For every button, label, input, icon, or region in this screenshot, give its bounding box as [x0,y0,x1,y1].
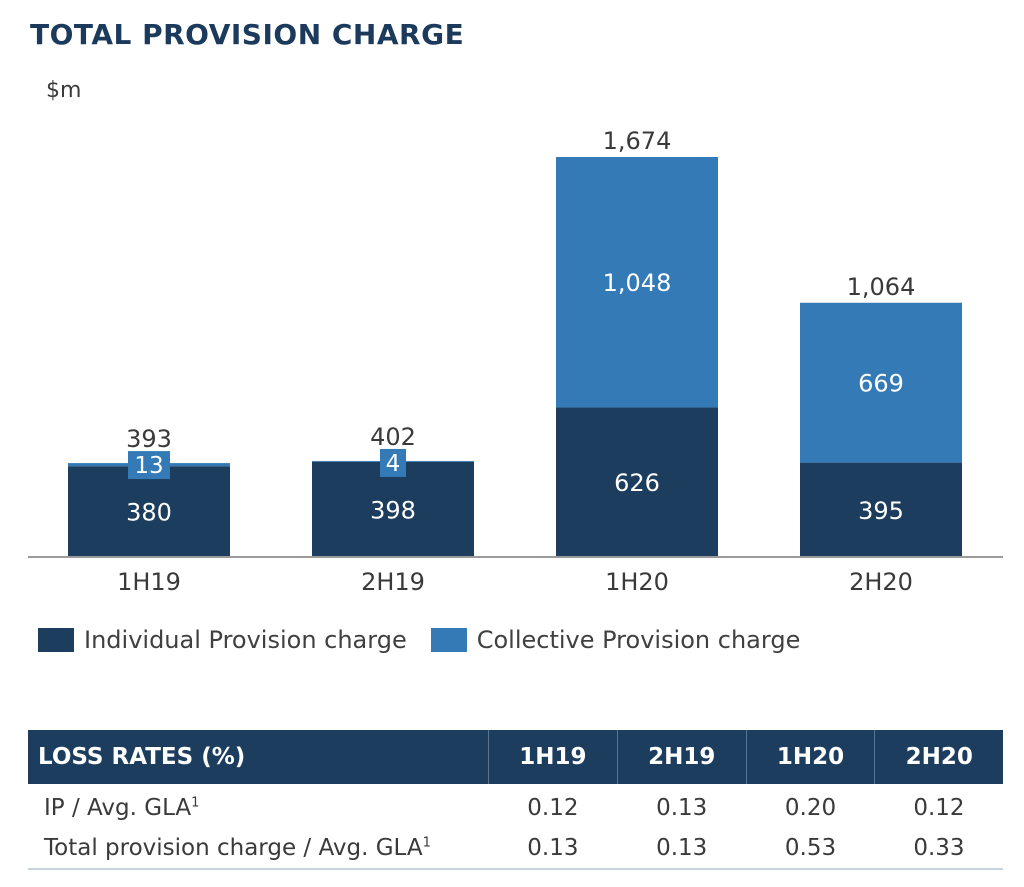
table-cell: 0.12 [913,795,965,821]
bar-label-bg-1h19 [128,451,170,480]
table-header-2h19: 2H19 [617,730,747,784]
bar-label-bg-2h19 [380,448,406,477]
x-tick-label-1h20: 1H20 [605,568,669,596]
bar-label-collective-2h20: 669 [858,370,904,398]
table-row: IP / Avg. GLA1 0.12 0.13 0.20 0.12 [28,784,1003,828]
row-label: IP / Avg. GLA1 [44,795,200,821]
bar-label-individual-1h19: 380 [126,499,172,527]
loss-rates-table: LOSS RATES (%) 1H19 2H19 1H20 2H20 IP / … [28,730,1003,870]
table-cell: 0.20 [784,795,837,821]
legend: Individual Provision charge Collective P… [38,626,824,654]
table-header-2h20: 2H20 [874,730,1003,784]
bar-label-collective-1h20: 1,048 [603,269,672,297]
x-tick-label-1h19: 1H19 [117,568,181,596]
bar-label-individual-1h20: 626 [614,469,660,497]
bar-segment-individual-2h19 [312,461,474,557]
bar-label-collective-2h19: 4 [386,451,401,477]
total-label-2h20: 1,064 [847,273,916,301]
bar-segment-collective-2h20 [800,302,962,463]
table-header-1h19: 1H19 [488,730,618,784]
table-header-label: LOSS RATES (%) [28,730,489,784]
chart-title: TOTAL PROVISION CHARGE [30,18,465,51]
table-cell: 0.13 [656,835,708,861]
x-tick-label-2h19: 2H19 [361,568,425,596]
table-cell: 0.13 [527,835,579,861]
table-row: Total provision charge / Avg. GLA1 0.13 … [28,828,1003,869]
table-header-1h20: 1H20 [746,730,876,784]
legend-swatch-individual [38,628,74,652]
unit-label: $m [46,78,82,103]
table-cell: 0.33 [913,835,965,861]
table-cell: 0.53 [784,835,837,861]
bar-segment-individual-1h20 [556,407,718,557]
legend-swatch-collective [430,628,467,652]
bar-segment-collective-1h20 [556,157,718,408]
total-label-2h19: 402 [370,423,416,451]
table-header-row: LOSS RATES (%) 1H19 2H19 1H20 2H20 [28,730,1003,784]
x-tick-label-2h20: 2H20 [849,568,913,596]
legend-label-collective: Collective Provision charge [476,626,801,654]
bar-label-individual-2h19: 398 [370,496,416,524]
table-cell: 0.12 [527,795,579,821]
legend-item-collective: Collective Provision charge [430,626,801,654]
total-label-1h19: 393 [126,425,172,453]
bar-label-individual-2h20: 395 [858,497,904,525]
total-label-1h20: 1,674 [603,127,672,155]
row-label: Total provision charge / Avg. GLA1 [44,835,431,861]
legend-label-individual: Individual Provision charge [84,626,407,654]
legend-item-individual: Individual Provision charge [38,626,407,654]
bar-segment-individual-2h20 [800,462,962,557]
bar-label-collective-1h19: 13 [134,453,163,479]
bar-segment-individual-1h19 [68,466,230,557]
table-cell: 0.13 [656,795,708,821]
